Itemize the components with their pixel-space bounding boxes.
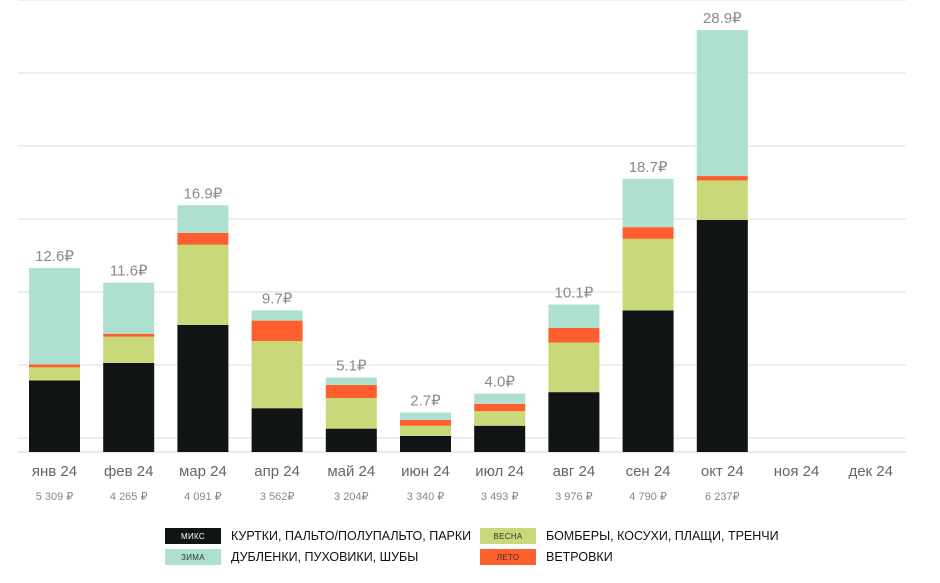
x-tick-label: фев 24 — [104, 463, 154, 480]
bar-segment-весна — [103, 336, 155, 363]
x-tick-label: дек 24 — [848, 463, 893, 480]
x-tick-label: окт 24 — [701, 463, 744, 480]
bar-segment-микс — [548, 392, 600, 452]
bar-segment-зима — [696, 30, 748, 177]
bar-segment-микс — [400, 435, 451, 452]
bar-segment-микс — [325, 428, 377, 452]
x-sub-label: 3 204₽ — [334, 491, 369, 503]
bar-segment-весна — [474, 411, 526, 426]
bar-segment-лето — [622, 227, 674, 239]
bar-segment-весна — [251, 341, 303, 409]
bar-total-label: 10.1₽ — [555, 285, 594, 302]
bar-segment-микс — [177, 324, 229, 452]
bar-total-label: 2.7₽ — [410, 393, 441, 410]
bar-total-label: 11.6₽ — [110, 263, 148, 280]
bar-segment-микс — [103, 362, 155, 452]
bar-segment-лето — [29, 364, 80, 368]
bar-segment-лето — [177, 233, 229, 245]
bar-segment-микс — [474, 425, 526, 452]
bar-segment-весна — [325, 397, 377, 429]
bar-segment-лето — [474, 403, 526, 412]
x-tick-label: авг 24 — [553, 463, 596, 480]
bar-total-label: 18.7₽ — [629, 159, 668, 176]
x-sub-label: 4 091 ₽ — [184, 491, 222, 503]
bar-segment-весна — [177, 244, 229, 325]
bar-total-label: 9.7₽ — [262, 290, 293, 307]
bar-total-label: 16.9₽ — [184, 185, 223, 202]
bar-segment-лето — [548, 327, 600, 343]
bar-segment-зима — [474, 393, 526, 404]
bar-segment-лето — [696, 176, 748, 181]
bar-segment-лето — [325, 384, 377, 398]
x-sub-label: 3 493 ₽ — [481, 491, 519, 503]
x-sub-label: 3 976 ₽ — [555, 491, 593, 503]
bar-segment-зима — [622, 178, 674, 228]
x-sub-label: 5 309 ₽ — [36, 491, 74, 503]
bar-segment-микс — [622, 310, 674, 452]
bar-segment-весна — [622, 238, 674, 311]
bar-total-label: 4.0₽ — [484, 374, 515, 391]
bar-segment-зима — [103, 282, 155, 334]
x-tick-label: июн 24 — [401, 463, 450, 480]
x-sub-label: 4 265 ₽ — [110, 491, 148, 503]
x-sub-label: 4 790 ₽ — [629, 491, 667, 503]
x-tick-label: апр 24 — [254, 463, 300, 480]
bar-segment-весна — [696, 180, 748, 220]
bar-total-label: 28.9₽ — [703, 10, 742, 27]
bar-segment-лето — [103, 333, 155, 337]
bar-segment-зима — [177, 205, 229, 233]
bar-segment-весна — [400, 425, 451, 436]
x-sub-label: 3 562₽ — [260, 491, 295, 503]
x-sub-label: 6 237₽ — [705, 491, 740, 503]
x-tick-label: янв 24 — [32, 463, 77, 480]
bar-segment-зима — [325, 377, 377, 385]
bar-segment-лето — [400, 419, 451, 426]
bar-segment-зима — [251, 310, 303, 321]
bar-segment-лето — [251, 320, 303, 342]
bar-total-label: 12.6₽ — [35, 248, 74, 265]
bar-segment-зима — [548, 304, 600, 328]
x-tick-label: ноя 24 — [774, 463, 820, 480]
bar-segment-микс — [29, 380, 80, 452]
bar-total-label: 5.1₽ — [336, 358, 367, 375]
x-tick-label: июл 24 — [475, 463, 524, 480]
bar-segment-зима — [400, 412, 451, 420]
bar-segment-микс — [696, 219, 748, 452]
x-tick-label: май 24 — [327, 463, 375, 480]
bar-segment-весна — [29, 367, 80, 381]
bar-segment-зима — [29, 268, 80, 365]
bar-segment-весна — [548, 342, 600, 393]
x-tick-label: мар 24 — [179, 463, 227, 480]
bar-segment-микс — [251, 408, 303, 452]
x-sub-label: 3 340 ₽ — [407, 491, 445, 503]
x-tick-label: сен 24 — [626, 463, 671, 480]
